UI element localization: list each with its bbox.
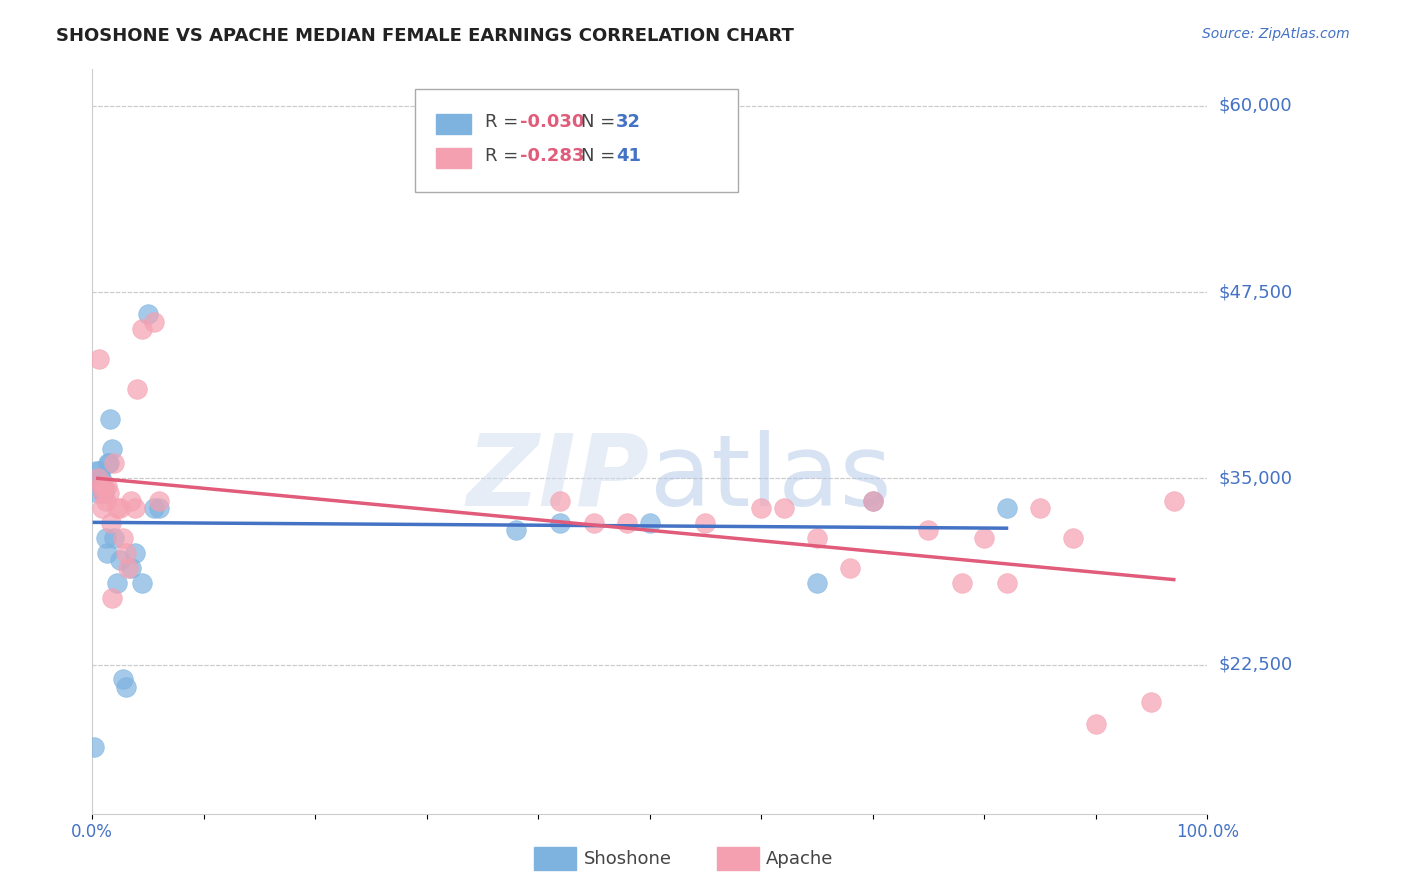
Text: $22,500: $22,500 bbox=[1219, 656, 1292, 673]
Point bbox=[1084, 717, 1107, 731]
Point bbox=[97, 457, 120, 471]
Point bbox=[101, 442, 124, 456]
Point bbox=[1140, 695, 1163, 709]
Point bbox=[94, 493, 117, 508]
Point bbox=[950, 575, 973, 590]
Point bbox=[839, 560, 862, 574]
Point bbox=[1062, 531, 1084, 545]
Point bbox=[550, 493, 572, 508]
Text: N =: N = bbox=[581, 113, 620, 131]
Point bbox=[87, 471, 110, 485]
Point bbox=[105, 501, 128, 516]
Text: SHOSHONE VS APACHE MEDIAN FEMALE EARNINGS CORRELATION CHART: SHOSHONE VS APACHE MEDIAN FEMALE EARNING… bbox=[56, 27, 794, 45]
Point bbox=[117, 560, 139, 574]
Text: $47,500: $47,500 bbox=[1219, 283, 1292, 301]
Point bbox=[96, 546, 118, 560]
Point bbox=[772, 501, 794, 516]
Point bbox=[108, 553, 131, 567]
Point bbox=[749, 501, 772, 516]
Point bbox=[112, 673, 135, 687]
Point bbox=[97, 486, 120, 500]
Point bbox=[136, 307, 159, 321]
Point bbox=[120, 560, 142, 574]
Point bbox=[862, 493, 884, 508]
Point bbox=[995, 575, 1018, 590]
Point bbox=[93, 479, 115, 493]
Point bbox=[582, 516, 605, 530]
Point bbox=[100, 516, 122, 530]
Point bbox=[87, 486, 110, 500]
Point bbox=[103, 531, 125, 545]
Point bbox=[616, 516, 638, 530]
Point bbox=[101, 591, 124, 605]
Point bbox=[83, 739, 105, 754]
Text: atlas: atlas bbox=[650, 430, 891, 527]
Point bbox=[114, 546, 136, 560]
Point bbox=[124, 501, 146, 516]
Text: N =: N = bbox=[581, 147, 620, 165]
Point bbox=[91, 501, 114, 516]
Point bbox=[97, 457, 120, 471]
Point bbox=[695, 516, 717, 530]
Point bbox=[91, 486, 114, 500]
Point bbox=[90, 479, 112, 493]
Text: R =: R = bbox=[485, 113, 524, 131]
Point bbox=[112, 531, 135, 545]
Text: -0.030: -0.030 bbox=[520, 113, 585, 131]
Text: Source: ZipAtlas.com: Source: ZipAtlas.com bbox=[1202, 27, 1350, 41]
Point bbox=[93, 486, 115, 500]
Point bbox=[84, 464, 107, 478]
Point bbox=[131, 322, 153, 336]
Point bbox=[131, 575, 153, 590]
Point bbox=[142, 501, 165, 516]
Point bbox=[108, 501, 131, 516]
Point bbox=[91, 479, 114, 493]
Point bbox=[973, 531, 995, 545]
Point bbox=[105, 575, 128, 590]
Point bbox=[148, 501, 170, 516]
Point bbox=[638, 516, 661, 530]
Point bbox=[90, 471, 112, 485]
Text: 32: 32 bbox=[616, 113, 641, 131]
Text: ZIP: ZIP bbox=[467, 430, 650, 527]
Point bbox=[91, 486, 114, 500]
Point bbox=[87, 352, 110, 367]
Point bbox=[995, 501, 1018, 516]
Point bbox=[124, 546, 146, 560]
Text: -0.283: -0.283 bbox=[520, 147, 585, 165]
Point bbox=[125, 382, 148, 396]
Point bbox=[148, 493, 170, 508]
Point bbox=[862, 493, 884, 508]
Point bbox=[142, 315, 165, 329]
Point bbox=[114, 680, 136, 694]
Point bbox=[917, 524, 939, 538]
Text: $60,000: $60,000 bbox=[1219, 96, 1292, 115]
Point bbox=[103, 457, 125, 471]
Point bbox=[550, 516, 572, 530]
Point bbox=[505, 524, 527, 538]
Point bbox=[89, 471, 111, 485]
Text: 41: 41 bbox=[616, 147, 641, 165]
Point bbox=[96, 479, 118, 493]
Point bbox=[98, 411, 121, 425]
Text: $35,000: $35,000 bbox=[1219, 469, 1292, 487]
Text: Shoshone: Shoshone bbox=[583, 850, 672, 868]
Point bbox=[120, 493, 142, 508]
Point bbox=[94, 531, 117, 545]
Text: Apache: Apache bbox=[766, 850, 834, 868]
Point bbox=[806, 575, 828, 590]
Point bbox=[1029, 501, 1052, 516]
Point bbox=[1163, 493, 1185, 508]
Point bbox=[87, 464, 110, 478]
Text: R =: R = bbox=[485, 147, 524, 165]
Point bbox=[806, 531, 828, 545]
